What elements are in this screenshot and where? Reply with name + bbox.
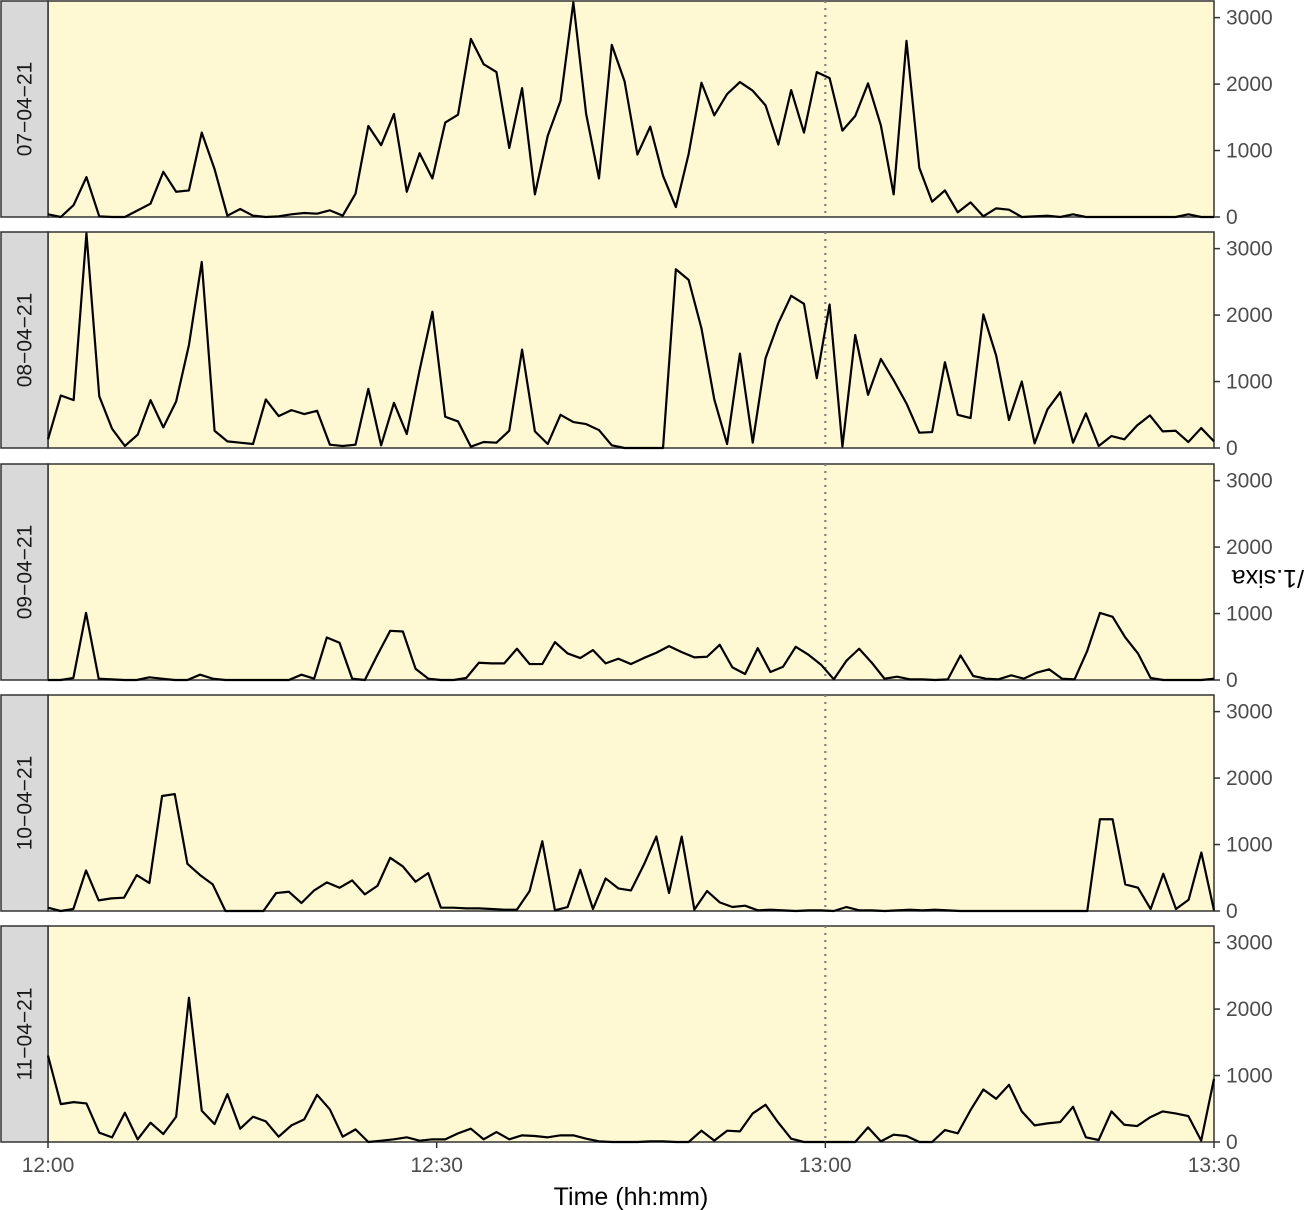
y-tick-label: 0 — [1226, 669, 1238, 692]
y-tick-label: 2000 — [1226, 998, 1273, 1021]
x-tick-label: 13:00 — [799, 1154, 852, 1177]
facet-panel-3: 09−04−21 0 1000 2000 3000 — [0, 463, 1273, 692]
x-tick-label: 12:30 — [410, 1154, 463, 1177]
y-tick-label: 1000 — [1226, 371, 1273, 394]
panel-background — [47, 925, 1215, 1143]
y-tick-label: 3000 — [1226, 470, 1273, 493]
y-tick-label: 3000 — [1226, 238, 1273, 261]
series-line — [48, 611, 1215, 682]
facet-strip — [0, 231, 49, 449]
facet-panel-4: 10−04−21 0 1000 2000 3000 — [0, 694, 1273, 923]
y-tick-label: 3000 — [1226, 701, 1273, 724]
facet-strip — [0, 463, 49, 681]
facet-strip — [0, 925, 49, 1143]
y-tick-label: 1000 — [1226, 1065, 1273, 1088]
panel-background — [47, 0, 1215, 218]
facet-panel-2: 08−04−21 0 1000 2000 3000 — [0, 231, 1273, 460]
facet-strip-label: 11−04−21 — [14, 987, 37, 1080]
y-tick-label: 1000 — [1226, 603, 1273, 626]
y-axis-title: sng/1.sixa — [1232, 564, 1304, 592]
facet-strip — [0, 694, 49, 912]
facet-strip-label: 08−04−21 — [14, 293, 37, 388]
y-tick-label: 2000 — [1226, 536, 1273, 559]
series-line — [47, 1, 1214, 219]
x-axis: 12:00 12:30 13:00 13:30 — [22, 1142, 1241, 1177]
facet-strip — [0, 0, 49, 218]
x-tick-label: 12:00 — [22, 1154, 75, 1177]
panel-background — [47, 231, 1215, 449]
y-tick-label: 0 — [1226, 437, 1238, 460]
x-tick-label: 13:30 — [1188, 1154, 1241, 1177]
facet-strip-label: 09−04−21 — [14, 525, 37, 620]
panel-background — [47, 694, 1215, 912]
y-tick-label: 2000 — [1226, 304, 1273, 327]
y-tick-label: 3000 — [1226, 7, 1273, 30]
y-tick-label: 0 — [1226, 206, 1238, 229]
facet-strip-label: 07−04−21 — [14, 62, 37, 157]
facet-panel-5: 11−04−21 0 1000 2000 3000 — [0, 925, 1273, 1154]
y-tick-label: 0 — [1226, 900, 1238, 923]
y-tick-label: 1000 — [1226, 834, 1273, 857]
x-axis-title: Time (hh:mm) — [554, 1183, 709, 1210]
facet-panel-1: 07−04−21 0 1000 2000 3000 — [0, 0, 1273, 229]
y-tick-label: 3000 — [1226, 932, 1273, 955]
y-tick-label: 1000 — [1226, 140, 1273, 163]
series-line — [47, 792, 1216, 913]
series-line — [46, 232, 1215, 450]
facet-panels: 07−04−21 0 1000 2000 3000 08−04−21 0 1000 2000 30… — [0, 0, 1273, 1154]
y-tick-label: 2000 — [1226, 73, 1273, 96]
y-tick-label: 2000 — [1226, 767, 1273, 790]
series-line — [46, 996, 1216, 1144]
panel-background — [47, 463, 1215, 681]
y-tick-label: 0 — [1226, 1131, 1238, 1154]
facet-strip-label: 10−04−21 — [14, 756, 37, 851]
